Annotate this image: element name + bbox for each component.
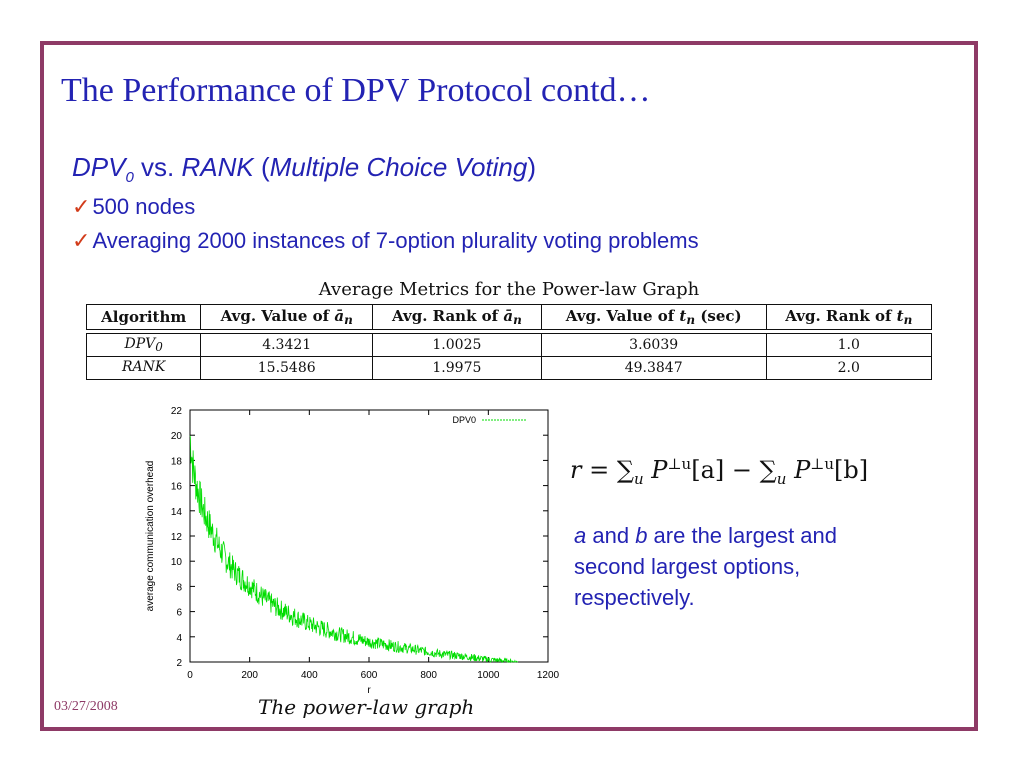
x-tick-label: 800 — [420, 670, 437, 681]
x-tick-label: 1200 — [537, 670, 560, 681]
slide-title: The Performance of DPV Protocol contd… — [61, 72, 651, 109]
y-axis-label: average communication overhead — [145, 461, 156, 612]
vs-label: vs. — [133, 152, 182, 182]
dpv-subscript: 0 — [125, 169, 134, 187]
header-avg-rank-a: Avg. Rank of ān — [372, 304, 542, 330]
cell-value: 1.0 — [765, 333, 933, 357]
cell-value: 49.3847 — [540, 356, 767, 380]
legend-label: DPV0 — [452, 415, 476, 425]
checkmark-icon: ✓ — [72, 194, 91, 219]
cell-value: 4.3421 — [200, 333, 373, 357]
y-tick-label: 14 — [171, 507, 183, 518]
y-tick-label: 8 — [176, 582, 182, 593]
multiple-choice-label: Multiple Choice Voting — [269, 152, 528, 182]
y-tick-label: 16 — [171, 482, 183, 493]
figure-caption: The power-law graph — [258, 695, 475, 719]
plot-area — [189, 409, 549, 663]
series-dpv0-line — [189, 435, 518, 664]
bullet-text: 500 nodes — [92, 194, 196, 219]
y-tick-label: 12 — [171, 532, 183, 543]
cell-value: 3.6039 — [540, 333, 767, 357]
bullet-item: ✓500 nodes — [72, 196, 195, 218]
y-tick-label: 2 — [176, 658, 182, 669]
rank-label: RANK — [181, 152, 254, 182]
y-tick-label: 6 — [176, 608, 182, 619]
checkmark-icon: ✓ — [72, 228, 91, 253]
power-law-chart: 0 200 400 600 800 1000 1200 2 4 6 8 10 12 14 16 18 20 22 r… — [140, 400, 570, 700]
cell-value: 1.9975 — [372, 356, 542, 380]
note-text: a and b are the largest and second large… — [574, 523, 838, 610]
y-tick-label: 20 — [171, 431, 183, 442]
table-caption: Average Metrics for the Power-law Graph — [318, 279, 700, 300]
x-tick-label: 1000 — [477, 670, 500, 681]
slide-date: 03/27/2008 — [54, 699, 118, 714]
x-tick-label: 400 — [301, 670, 318, 681]
header-avg-value-t: Avg. Value of tn (sec) — [540, 304, 767, 330]
cell-value: 1.0025 — [372, 333, 542, 357]
cell-algorithm: DPV0 — [85, 333, 202, 357]
y-tick-label: 10 — [171, 557, 183, 568]
slide-subtitle: DPV0 vs. RANK (Multiple Choice Voting) — [72, 153, 536, 187]
x-tick-label: 600 — [361, 670, 378, 681]
y-tick-label: 4 — [176, 633, 182, 644]
x-tick-label: 0 — [187, 670, 193, 681]
header-avg-rank-t: Avg. Rank of tn — [765, 304, 933, 330]
bullet-text: Averaging 2000 instances of 7-option plu… — [92, 228, 699, 253]
y-tick-label: 18 — [171, 456, 183, 467]
cell-algorithm: RANK — [85, 356, 202, 380]
cell-value: 15.5486 — [200, 356, 373, 380]
dpv-label: DPV — [72, 152, 126, 182]
formula: r = ∑u P⊥u[a] − ∑u P⊥u[b] — [570, 455, 869, 488]
table-row: DPV0 4.3421 1.0025 3.6039 1.0 — [85, 333, 933, 357]
chart-svg: 0 200 400 600 800 1000 1200 2 4 6 8 10 12 14 16 18 20 22 r… — [145, 406, 560, 696]
header-algorithm: Algorithm — [85, 304, 202, 330]
cell-value: 2.0 — [765, 356, 933, 380]
close-paren: ) — [527, 152, 537, 182]
bullet-item: ✓Averaging 2000 instances of 7-option pl… — [72, 230, 699, 252]
open-paren: ( — [253, 152, 270, 182]
x-axis-label: r — [367, 685, 371, 696]
x-tick-label: 200 — [241, 670, 258, 681]
table-header-row: Algorithm Avg. Value of ān Avg. Rank of … — [85, 304, 933, 330]
table-row: RANK 15.5486 1.9975 49.3847 2.0 — [85, 356, 933, 380]
y-tick-label: 22 — [171, 406, 183, 417]
metrics-table: Algorithm Avg. Value of ān Avg. Rank of … — [85, 304, 933, 380]
header-avg-value-a: Avg. Value of ān — [200, 304, 373, 330]
